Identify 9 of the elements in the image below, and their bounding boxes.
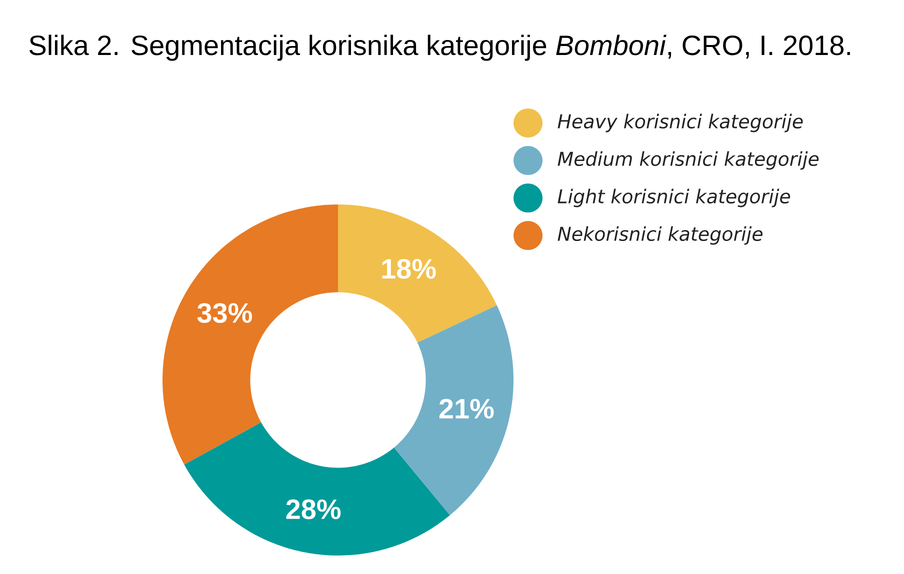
chart-title: Slika 2. Segmentacija korisnika kategorije Bomboni, CRO, I. 2018. — [29, 34, 850, 61]
data-label: 18% — [382, 258, 436, 279]
legend-label: Nekorisnici kategorije — [558, 226, 762, 245]
data-label: 28% — [286, 499, 341, 520]
data-label: 21% — [439, 398, 494, 419]
legend-label: Heavy korisnici kategorije — [558, 114, 803, 132]
data-label: 33% — [197, 303, 252, 323]
legend-label: Light korisnici kategorije — [558, 188, 790, 208]
legend-label: Medium korisnici kategorije — [558, 151, 819, 170]
